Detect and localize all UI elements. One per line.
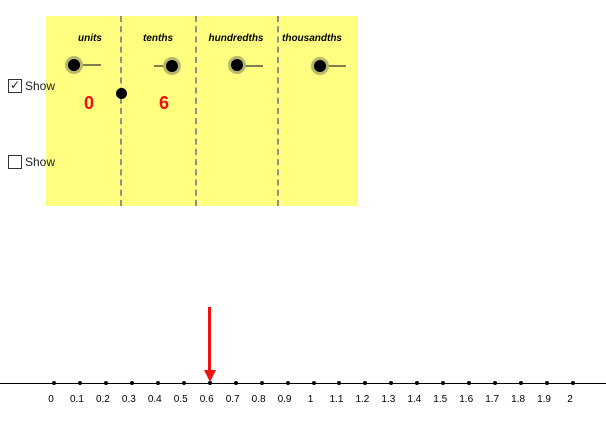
tick-label: 0.5 xyxy=(173,394,188,405)
tick-mark xyxy=(571,381,575,385)
tick-label: 1.7 xyxy=(485,394,500,405)
value-marker-arrow-shaft xyxy=(208,307,212,371)
tick-label: 0.3 xyxy=(121,394,136,405)
tick-label: 0.1 xyxy=(69,394,84,405)
tenths-slider-knob[interactable] xyxy=(166,60,178,72)
tick-mark xyxy=(311,381,316,385)
place-value-panel: units tenths hundredths thousandths 0 6 xyxy=(46,16,358,206)
tick-label: 1.8 xyxy=(511,394,526,405)
column-title-hundredths: hundredths xyxy=(208,33,264,44)
thousandths-slider-knob[interactable] xyxy=(314,60,326,72)
checkbox-label: Show xyxy=(25,79,56,93)
tick-label: 0 xyxy=(48,394,54,405)
units-digit: 0 xyxy=(83,93,95,113)
tick-label: 1.9 xyxy=(537,394,551,405)
tick-mark xyxy=(493,381,498,385)
column-title-thousandths: thousandths xyxy=(282,33,342,44)
tick-label: 2 xyxy=(567,394,573,405)
thousandths-slider-track xyxy=(320,65,346,67)
tick-mark xyxy=(103,381,108,385)
tick-mark xyxy=(155,381,160,385)
tick-label: 0.7 xyxy=(225,394,240,405)
tick-mark xyxy=(519,381,524,385)
tick-mark xyxy=(181,381,186,385)
tick-mark xyxy=(415,381,420,385)
tick-mark xyxy=(441,381,446,385)
tick-mark xyxy=(467,381,472,385)
tick-label: 1 xyxy=(307,394,314,405)
tick-mark xyxy=(363,381,368,385)
tick-mark xyxy=(77,381,82,385)
units-slider-track xyxy=(73,64,101,66)
tick-mark xyxy=(207,381,212,385)
show-checkbox-2[interactable]: Show xyxy=(8,155,55,169)
tick-label: 0.4 xyxy=(147,394,162,405)
units-slider-knob[interactable] xyxy=(68,59,80,71)
tick-mark xyxy=(233,381,238,385)
tick-label: 1.5 xyxy=(433,394,448,405)
tick-mark xyxy=(129,381,134,385)
tick-label: 1.3 xyxy=(381,394,396,405)
checkbox-label: Show xyxy=(25,155,56,169)
column-divider xyxy=(195,16,197,206)
checkbox-box[interactable]: ✓ xyxy=(8,78,22,93)
tick-label: 0.6 xyxy=(199,394,214,405)
tick-label: 1.4 xyxy=(407,394,422,405)
tick-label: 1.1 xyxy=(329,394,344,405)
tick-label: 1.2 xyxy=(355,394,370,405)
tick-mark xyxy=(389,381,394,385)
hundredths-slider-track xyxy=(236,65,263,67)
column-divider xyxy=(277,16,279,206)
tick-label: 0.9 xyxy=(277,394,292,405)
tick-label: 0.8 xyxy=(251,394,266,405)
tick-label: 1.6 xyxy=(459,394,474,405)
tick-mark xyxy=(52,381,56,385)
number-line-axis xyxy=(0,383,606,384)
tick-mark xyxy=(285,381,290,385)
checkbox-box[interactable] xyxy=(8,155,22,169)
column-title-units: units xyxy=(78,33,102,44)
show-checkbox-1[interactable]: ✓ Show xyxy=(8,78,56,93)
tenths-digit: 6 xyxy=(158,93,170,113)
check-icon: ✓ xyxy=(10,78,21,92)
tick-mark xyxy=(545,381,550,385)
tick-label: 0.2 xyxy=(95,394,110,405)
tick-mark xyxy=(337,381,342,385)
decimal-point-dot xyxy=(116,88,127,99)
column-title-tenths: tenths xyxy=(143,33,173,44)
hundredths-slider-knob[interactable] xyxy=(231,59,243,71)
column-divider xyxy=(120,16,122,206)
tick-mark xyxy=(259,381,264,385)
value-marker-arrow-icon xyxy=(203,370,216,382)
